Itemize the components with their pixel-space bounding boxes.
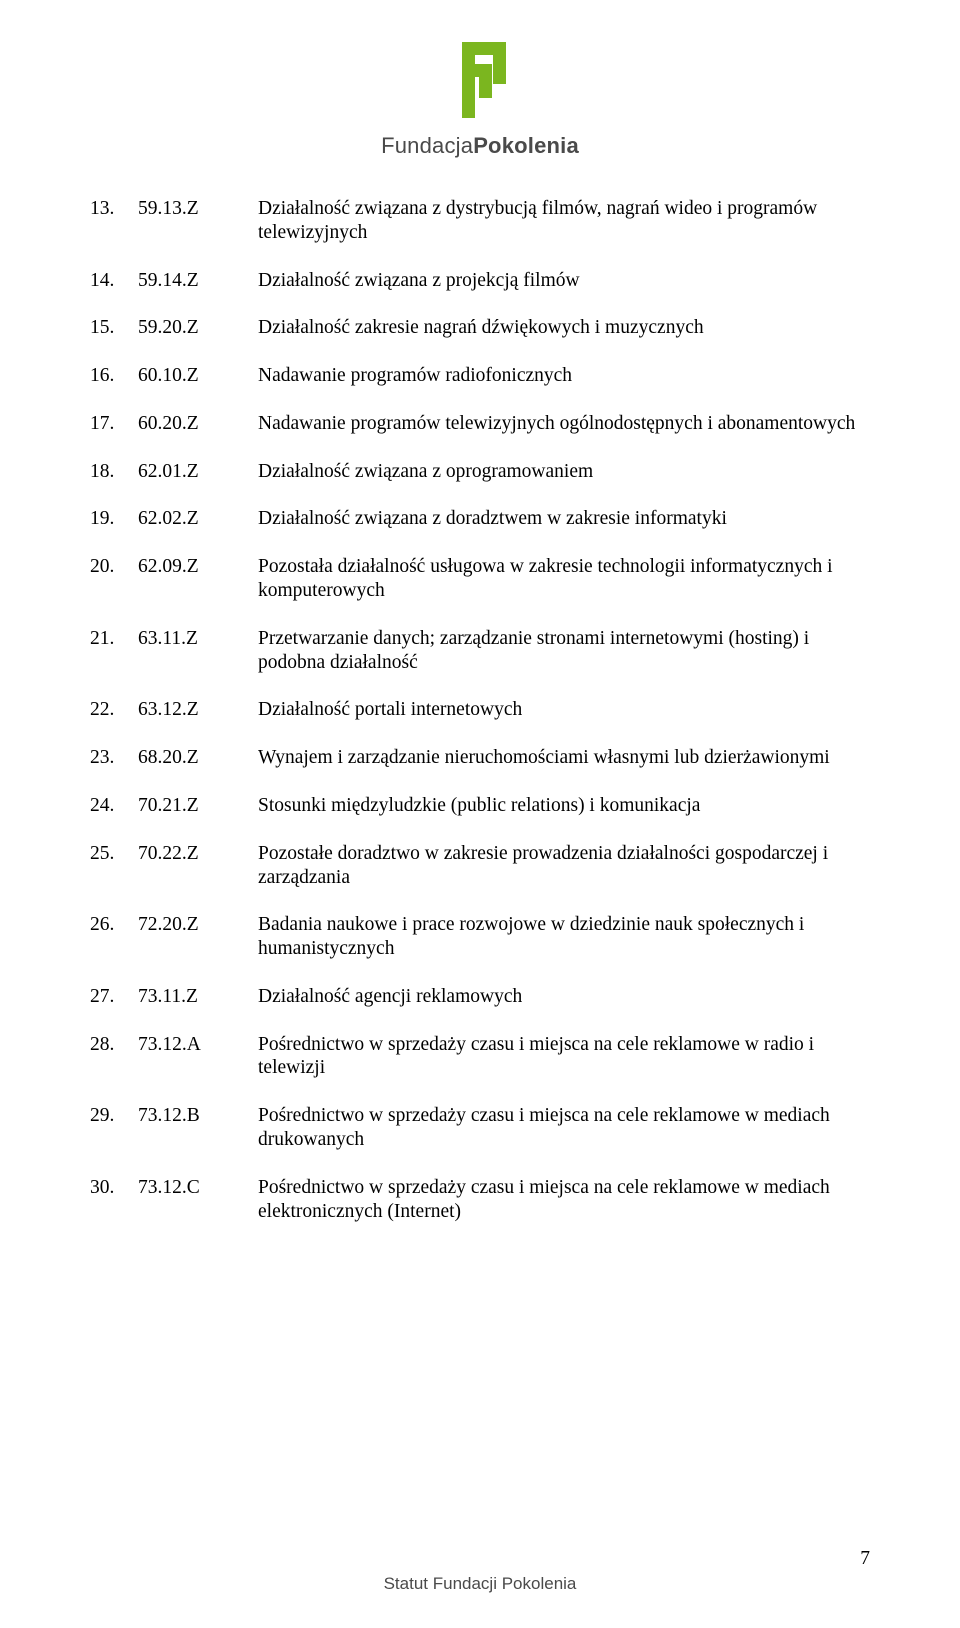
table-row: 24.70.21.ZStosunki międzyludzkie (public… bbox=[90, 794, 870, 842]
table-row: 17.60.20.ZNadawanie programów telewizyjn… bbox=[90, 412, 870, 460]
row-description: Pozostała działalność usługowa w zakresi… bbox=[258, 555, 870, 627]
row-code: 70.22.Z bbox=[138, 842, 258, 914]
row-code: 62.01.Z bbox=[138, 460, 258, 508]
table-row: 30.73.12.CPośrednictwo w sprzedaży czasu… bbox=[90, 1176, 870, 1248]
row-code: 72.20.Z bbox=[138, 913, 258, 985]
row-description: Stosunki międzyludzkie (public relations… bbox=[258, 794, 870, 842]
row-description: Przetwarzanie danych; zarządzanie strona… bbox=[258, 627, 870, 699]
brand-part1: Fundacja bbox=[381, 133, 473, 158]
table-row: 18.62.01.ZDziałalność związana z oprogra… bbox=[90, 460, 870, 508]
row-code: 60.10.Z bbox=[138, 364, 258, 412]
row-code: 63.11.Z bbox=[138, 627, 258, 699]
row-number: 15. bbox=[90, 316, 138, 364]
table-row: 22.63.12.ZDziałalność portali internetow… bbox=[90, 698, 870, 746]
activity-table: 13.59.13.ZDziałalność związana z dystryb… bbox=[90, 197, 870, 1247]
row-description: Działalność zakresie nagrań dźwiękowych … bbox=[258, 316, 870, 364]
row-description: Pozostałe doradztwo w zakresie prowadzen… bbox=[258, 842, 870, 914]
footer-title: Statut Fundacji Pokolenia bbox=[0, 1574, 960, 1594]
table-row: 26.72.20.ZBadania naukowe i prace rozwoj… bbox=[90, 913, 870, 985]
row-code: 68.20.Z bbox=[138, 746, 258, 794]
row-code: 70.21.Z bbox=[138, 794, 258, 842]
table-row: 19.62.02.ZDziałalność związana z doradzt… bbox=[90, 507, 870, 555]
row-code: 73.12.C bbox=[138, 1176, 258, 1248]
row-code: 59.20.Z bbox=[138, 316, 258, 364]
table-row: 29.73.12.BPośrednictwo w sprzedaży czasu… bbox=[90, 1104, 870, 1176]
table-row: 23.68.20.ZWynajem i zarządzanie nierucho… bbox=[90, 746, 870, 794]
table-row: 20.62.09.ZPozostała działalność usługowa… bbox=[90, 555, 870, 627]
row-number: 20. bbox=[90, 555, 138, 627]
table-row: 21.63.11.ZPrzetwarzanie danych; zarządza… bbox=[90, 627, 870, 699]
table-row: 15.59.20.ZDziałalność zakresie nagrań dź… bbox=[90, 316, 870, 364]
row-number: 25. bbox=[90, 842, 138, 914]
row-description: Pośrednictwo w sprzedaży czasu i miejsca… bbox=[258, 1104, 870, 1176]
row-number: 17. bbox=[90, 412, 138, 460]
row-code: 63.12.Z bbox=[138, 698, 258, 746]
header-logo-block: FundacjaPokolenia bbox=[90, 42, 870, 159]
row-description: Działalność związana z dystrybucją filmó… bbox=[258, 197, 870, 269]
row-number: 23. bbox=[90, 746, 138, 794]
row-description: Działalność związana z oprogramowaniem bbox=[258, 460, 870, 508]
row-description: Działalność związana z doradztwem w zakr… bbox=[258, 507, 870, 555]
table-row: 25.70.22.ZPozostałe doradztwo w zakresie… bbox=[90, 842, 870, 914]
row-number: 29. bbox=[90, 1104, 138, 1176]
row-number: 28. bbox=[90, 1033, 138, 1105]
row-number: 14. bbox=[90, 269, 138, 317]
brand-name: FundacjaPokolenia bbox=[90, 133, 870, 159]
row-description: Działalność agencji reklamowych bbox=[258, 985, 870, 1033]
row-code: 73.11.Z bbox=[138, 985, 258, 1033]
row-description: Nadawanie programów radiofonicznych bbox=[258, 364, 870, 412]
row-description: Pośrednictwo w sprzedaży czasu i miejsca… bbox=[258, 1033, 870, 1105]
row-code: 62.09.Z bbox=[138, 555, 258, 627]
row-description: Działalność związana z projekcją filmów bbox=[258, 269, 870, 317]
row-number: 26. bbox=[90, 913, 138, 985]
row-number: 22. bbox=[90, 698, 138, 746]
row-description: Wynajem i zarządzanie nieruchomościami w… bbox=[258, 746, 870, 794]
row-description: Pośrednictwo w sprzedaży czasu i miejsca… bbox=[258, 1176, 870, 1248]
table-row: 16.60.10.ZNadawanie programów radiofonic… bbox=[90, 364, 870, 412]
row-code: 59.13.Z bbox=[138, 197, 258, 269]
row-number: 13. bbox=[90, 197, 138, 269]
row-number: 18. bbox=[90, 460, 138, 508]
brand-part2: Pokolenia bbox=[473, 133, 579, 158]
row-code: 60.20.Z bbox=[138, 412, 258, 460]
row-number: 21. bbox=[90, 627, 138, 699]
row-number: 19. bbox=[90, 507, 138, 555]
table-row: 28.73.12.APośrednictwo w sprzedaży czasu… bbox=[90, 1033, 870, 1105]
table-row: 14.59.14.ZDziałalność związana z projekc… bbox=[90, 269, 870, 317]
row-number: 30. bbox=[90, 1176, 138, 1248]
row-description: Nadawanie programów telewizyjnych ogólno… bbox=[258, 412, 870, 460]
row-number: 24. bbox=[90, 794, 138, 842]
row-number: 27. bbox=[90, 985, 138, 1033]
table-row: 27.73.11.ZDziałalność agencji reklamowyc… bbox=[90, 985, 870, 1033]
table-row: 13.59.13.ZDziałalność związana z dystryb… bbox=[90, 197, 870, 269]
row-number: 16. bbox=[90, 364, 138, 412]
row-code: 73.12.A bbox=[138, 1033, 258, 1105]
document-page: FundacjaPokolenia 13.59.13.ZDziałalność … bbox=[0, 0, 960, 1628]
foundation-logo-icon bbox=[448, 42, 512, 118]
page-number: 7 bbox=[860, 1548, 870, 1570]
row-description: Badania naukowe i prace rozwojowe w dzie… bbox=[258, 913, 870, 985]
row-code: 59.14.Z bbox=[138, 269, 258, 317]
row-code: 62.02.Z bbox=[138, 507, 258, 555]
row-description: Działalność portali internetowych bbox=[258, 698, 870, 746]
row-code: 73.12.B bbox=[138, 1104, 258, 1176]
